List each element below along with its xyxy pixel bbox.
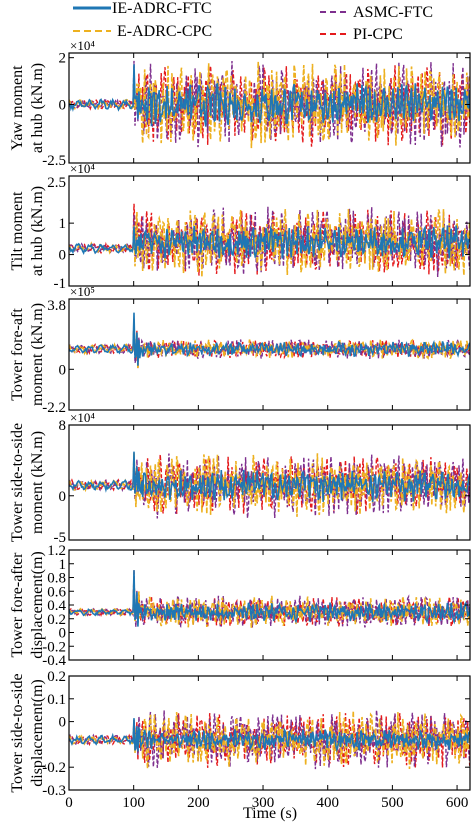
subplot-2: 0 1 2.5 -1 ×10⁴ Tilt moment at hub (kN.m) (9, 161, 471, 292)
plot-frame (68, 675, 471, 791)
x-tick-label: 300 (252, 795, 275, 811)
x-tick-label: 600 (446, 795, 469, 811)
y-tick-label: 0 (59, 248, 67, 264)
series-line-ie-adrc-ftc (69, 64, 470, 127)
y-axis-label: Tower side-to-side displacement(m) (9, 673, 46, 792)
x-tick-label: 0 (65, 795, 73, 811)
y-edge-label-top: 3.8 (47, 298, 66, 314)
legend-label-pi-cpc: PI-CPC (353, 26, 403, 43)
legend-label-e-adrc-cpc: E-ADRC-CPC (117, 23, 212, 40)
legend-label-ie-adrc-ftc: IE-ADRC-FTC (112, 0, 212, 17)
y-exponent-label: ×10⁴ (70, 410, 95, 425)
y-tick-label: 0 (59, 97, 67, 113)
y-axis-label-line: displacement(m) (29, 679, 46, 787)
series-line-ie-adrc-ftc (69, 224, 470, 259)
y-tick-label: 1.2 (47, 543, 66, 559)
series-line-ie-adrc-ftc (69, 451, 470, 503)
y-axis-label: Yaw moment at hub (kN.m) (9, 63, 46, 153)
y-axis-label-line: Tower fore-after (9, 552, 26, 658)
x-tick-label: 500 (381, 795, 404, 811)
y-axis-label-line: displacement(m) (29, 551, 46, 659)
y-axis-label-line: at hub (kN.m) (29, 186, 46, 276)
y-axis-label-line: at hub (kN.m) (29, 63, 46, 153)
y-axis-label-line: moment (kN.m) (29, 431, 46, 534)
y-tick-label: -0.2 (42, 760, 66, 776)
series-line-ie-adrc-ftc (69, 570, 470, 627)
series-line-e-adrc-cpc (69, 61, 470, 149)
subplot-3: 0 3.8 -2.2 ×10⁵ Tower fore-aft moment (kN.m) (9, 284, 471, 416)
y-axis-label: Tilt moment at hub (kN.m) (9, 186, 46, 276)
series-line-pi-cpc (69, 569, 470, 629)
y-axis-label: Tower fore-after displacement(m) (9, 551, 46, 659)
y-axis-label-line: Tower side-to-side (9, 423, 26, 542)
series-line-ie-adrc-ftc (69, 312, 470, 366)
y-tick-label: 0.2 (47, 612, 66, 628)
y-tick-label: 0.8 (47, 571, 66, 587)
y-tick-label: 1 (59, 216, 67, 232)
y-tick-label: -0.3 (42, 783, 66, 799)
y-axis-label-line: moment (kN.m) (29, 303, 46, 406)
y-axis-label-line: Tilt moment (9, 191, 26, 271)
y-tick-label: 0 (59, 489, 67, 505)
y-tick-label: -0.4 (42, 653, 66, 669)
legend: IE-ADRC-FTC E-ADRC-CPC ASMC-FTC PI-CPC (73, 0, 433, 43)
y-axis-label-line: Tower side-to-side (9, 673, 26, 792)
legend-label-asmc-ftc: ASMC-FTC (353, 4, 433, 21)
x-axis: Time (s) 0 100 200 300 400 500 600 (65, 795, 468, 822)
y-axis-label-line: Tower fore-aft (9, 308, 26, 401)
y-exponent-label: ×10⁴ (70, 161, 95, 176)
series-line-asmc-ftc (69, 575, 470, 628)
x-axis-label: Time (s) (243, 805, 297, 822)
x-tick-label: 400 (316, 795, 339, 811)
subplot-4: 8 0 -5 ×10⁴ Tower side-to-side moment (kN.m) (9, 410, 471, 546)
y-edge-label-bottom: -2.2 (42, 400, 66, 416)
y-edge-label-bottom: -2.5 (42, 153, 66, 169)
y-exponent-label: ×10⁴ (70, 38, 95, 53)
plot-frame (68, 424, 471, 541)
x-tick-label: 200 (187, 795, 210, 811)
y-edge-label-top: 2.5 (47, 175, 66, 191)
y-axis-label: Tower side-to-side moment (kN.m) (9, 423, 46, 542)
y-axis-label: Tower fore-aft moment (kN.m) (9, 303, 46, 406)
series-line-ie-adrc-ftc (69, 718, 470, 753)
plot-frame (68, 175, 471, 287)
x-tick-label: 100 (122, 795, 145, 811)
y-tick-label: 0.1 (47, 692, 66, 708)
plot-frame (68, 52, 471, 164)
y-tick-label: 0 (59, 715, 67, 731)
y-tick-label: -0.2 (42, 639, 66, 655)
subplot-1: 2 0 -2.5 ×10⁴ Yaw moment at hub (kN.m) (9, 38, 471, 169)
y-edge-label-bottom: -1 (54, 276, 67, 292)
y-tick-label: 0.2 (47, 669, 66, 685)
y-edge-label-bottom: -5 (54, 530, 67, 546)
y-tick-label: 1 (59, 557, 67, 573)
y-tick-label: 8 (59, 418, 67, 434)
y-tick-label: 2 (59, 51, 67, 67)
y-tick-label: 0.6 (47, 584, 66, 600)
y-tick-label: 0 (59, 362, 67, 378)
y-exponent-label: ×10⁵ (70, 284, 95, 299)
series-line-e-adrc-cpc (69, 452, 470, 517)
y-axis-label-line: Yaw moment (9, 65, 26, 151)
y-tick-label: 0.4 (47, 598, 66, 614)
y-tick-label: 0 (59, 626, 67, 642)
plot-frame (68, 298, 471, 411)
